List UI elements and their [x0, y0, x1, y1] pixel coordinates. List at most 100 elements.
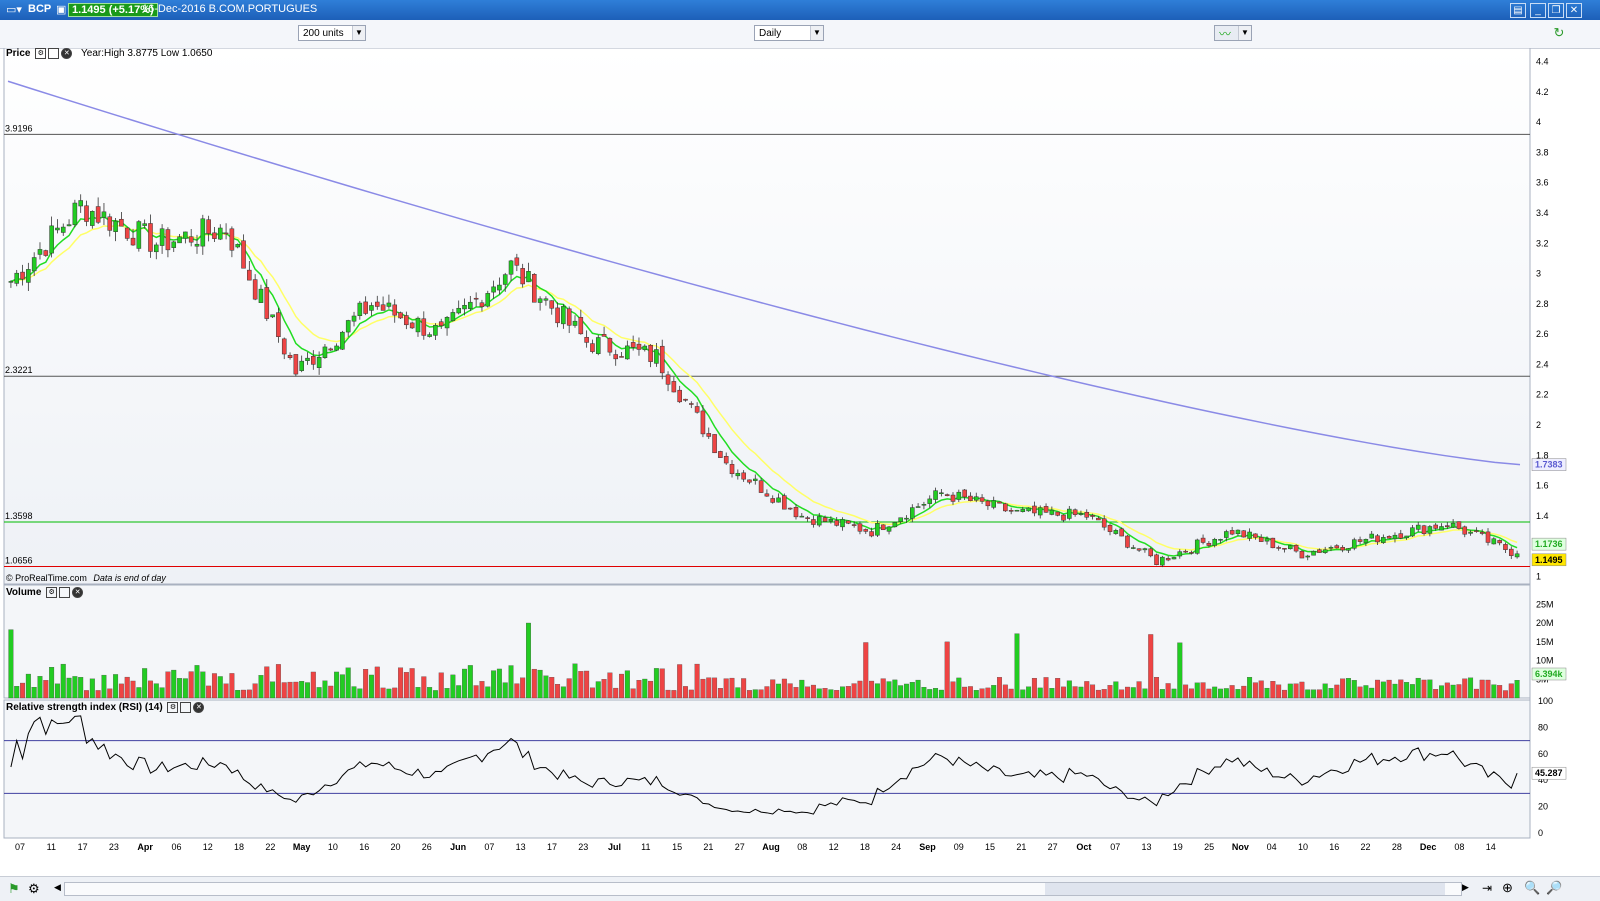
wrench-icon[interactable]: ⚙: [167, 701, 179, 713]
period-select[interactable]: Daily ▼: [754, 25, 824, 41]
chevron-down-icon[interactable]: ▼: [1238, 26, 1251, 40]
price-tick-label: 3.4: [1536, 208, 1549, 218]
restore-button[interactable]: ❐: [1548, 3, 1564, 18]
volume-bar: [246, 689, 252, 699]
volume-bar: [630, 688, 636, 699]
candle: [561, 306, 566, 325]
scroll-right-icon[interactable]: ▶: [1462, 882, 1469, 892]
zoom-out-icon[interactable]: 🔍: [1524, 880, 1541, 895]
volume-bar: [717, 688, 723, 699]
candle: [444, 316, 450, 329]
volume-bar: [1415, 677, 1421, 699]
volume-bar: [1218, 688, 1223, 699]
volume-bar: [1107, 685, 1113, 699]
volume-bar: [270, 681, 276, 699]
close-icon[interactable]: ✕: [72, 586, 84, 598]
chart-canvas[interactable]: 3.9196 2.3221 1.3598 1.0656 4.4 4.2 4 3.8 3.6 3.…: [0, 48, 1600, 876]
ma-short-tag-box: [1531, 537, 1567, 551]
candle: [787, 507, 793, 510]
scrollbar-thumb[interactable]: [1045, 883, 1445, 895]
wrench-icon[interactable]: ⚙: [46, 586, 58, 598]
candle: [386, 302, 392, 307]
candle: [404, 315, 409, 326]
candle: [1462, 526, 1468, 535]
volume-bar: [427, 687, 433, 699]
info-icon[interactable]: ▣: [56, 4, 67, 16]
rsi-tick-label: 100: [1538, 696, 1553, 706]
volume-bar: [688, 689, 694, 699]
x-tick-label: 24: [891, 842, 901, 852]
indicators-icon[interactable]: ⚙: [28, 881, 40, 896]
x-tick-label: 17: [78, 842, 88, 852]
candle: [1351, 539, 1357, 549]
candle: [270, 314, 275, 318]
candle: [869, 531, 874, 537]
candle: [241, 240, 246, 269]
volume-bar: [909, 682, 915, 699]
scroll-left-icon[interactable]: ◀: [54, 882, 61, 892]
candle: [1194, 539, 1200, 554]
x-tick-label: Apr: [137, 842, 153, 852]
x-tick-label: 06: [171, 842, 181, 852]
volume-bar: [200, 671, 206, 699]
zoom-box-icon[interactable]: ⊕: [1502, 880, 1513, 895]
goto-end-icon[interactable]: ⇥: [1482, 881, 1493, 895]
window-icon[interactable]: [48, 47, 60, 59]
volume-bar: [264, 666, 270, 699]
chevron-down-icon[interactable]: ▼: [352, 26, 365, 40]
close-icon[interactable]: ✕: [193, 701, 205, 713]
candle: [1125, 535, 1130, 548]
volume-bar: [665, 689, 671, 699]
volume-bar: [560, 686, 566, 699]
volume-bar: [1148, 634, 1154, 699]
candle: [235, 244, 240, 248]
x-tick-label: Dec: [1420, 842, 1437, 852]
volume-bar: [485, 686, 491, 699]
chart-style-select[interactable]: 〰 ▼: [1214, 25, 1252, 41]
candle: [84, 205, 89, 222]
candle: [1212, 539, 1217, 546]
volume-bar: [339, 674, 345, 699]
volume-bar: [1061, 686, 1066, 699]
candle: [613, 354, 618, 360]
chevron-down-icon[interactable]: ▼: [810, 26, 823, 40]
close-icon[interactable]: ✕: [61, 47, 73, 59]
window-icon[interactable]: [59, 586, 71, 598]
volume-bar: [1508, 683, 1514, 699]
window-icon[interactable]: ▭▾: [6, 4, 22, 16]
volume-bar: [502, 682, 508, 699]
refresh-icon[interactable]: ↻: [1553, 25, 1565, 40]
candle: [345, 320, 351, 333]
window-icon[interactable]: [180, 701, 192, 713]
x-tick-label: 09: [954, 842, 964, 852]
volume-bar: [368, 674, 374, 699]
candle: [456, 307, 461, 314]
minimize-button[interactable]: _: [1530, 3, 1546, 18]
candle: [1037, 507, 1043, 516]
candle: [875, 523, 880, 536]
volume-bar: [1066, 680, 1072, 699]
volume-bar: [275, 664, 281, 699]
candle: [1200, 537, 1206, 543]
zoom-in-icon[interactable]: 🔎: [1546, 880, 1563, 895]
candle: [543, 298, 549, 301]
candle: [427, 334, 432, 337]
candle: [706, 433, 712, 437]
candle: [1224, 531, 1229, 538]
rsi-tick-label: 20: [1538, 802, 1548, 812]
volume-bar: [572, 663, 578, 699]
units-select[interactable]: 200 units ▼: [298, 25, 366, 41]
time-scrollbar[interactable]: [64, 882, 1462, 896]
volume-bar: [171, 669, 177, 699]
title-bar: ▭▾ BCP ▣ 1.1495 (+5.17%) 16-Dec-2016 B.C…: [0, 0, 1600, 20]
close-button[interactable]: ✕: [1566, 3, 1582, 18]
rsi-line: [10, 715, 1518, 815]
candle: [915, 506, 921, 508]
candle: [747, 479, 752, 483]
toolbar-toggle-icon[interactable]: ▤: [1510, 3, 1526, 18]
candle: [1508, 548, 1514, 556]
candle: [758, 480, 764, 493]
x-tick-label: 28: [1392, 842, 1402, 852]
wrench-icon[interactable]: ⚙: [35, 47, 47, 59]
chart-tools-icon[interactable]: ⚑: [8, 881, 20, 896]
